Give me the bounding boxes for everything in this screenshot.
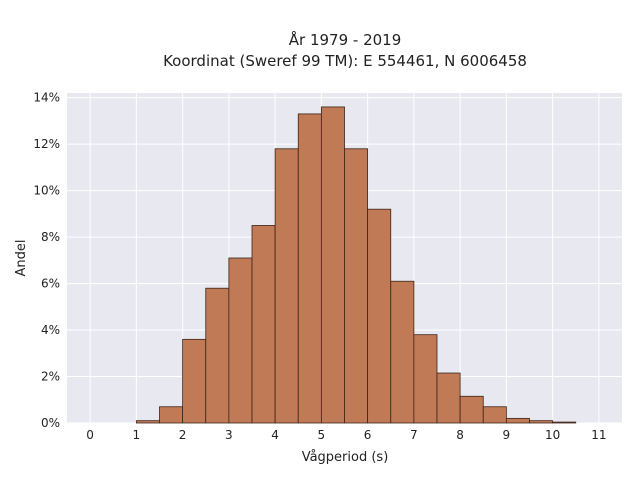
y-tick-label: 8%: [41, 230, 60, 244]
y-tick-label: 4%: [41, 323, 60, 337]
histogram-bar: [297, 113, 322, 424]
x-tick-labels: 0 1 2 3 4 5 6 7 8 9 10 11: [86, 428, 606, 442]
histogram-bar: [482, 406, 507, 424]
x-tick-label: 10: [545, 428, 560, 442]
x-tick-label: 1: [133, 428, 141, 442]
histogram-bar: [228, 257, 253, 424]
chart-title: År 1979 - 2019: [289, 30, 402, 49]
y-axis-label: Andel: [14, 240, 29, 277]
x-tick-label: 9: [503, 428, 511, 442]
histogram-bar: [367, 208, 392, 424]
y-tick-labels: 0% 2% 4% 6% 8% 10% 12% 14%: [33, 91, 60, 430]
x-tick-label: 6: [364, 428, 372, 442]
histogram-bar: [344, 148, 369, 424]
histogram-bar: [182, 338, 207, 424]
histogram-bar: [274, 148, 299, 424]
bars-layer: [135, 106, 577, 424]
histogram-bar: [529, 420, 554, 424]
histogram-bar: [413, 334, 438, 424]
y-tick-label: 6%: [41, 277, 60, 291]
histogram-bar: [205, 287, 230, 424]
histogram-bar: [459, 395, 484, 424]
histogram-bar: [505, 417, 530, 424]
x-tick-label: 8: [456, 428, 464, 442]
histogram-bar: [159, 406, 184, 424]
x-tick-label: 0: [86, 428, 94, 442]
y-tick-label: 10%: [33, 184, 60, 198]
y-tick-label: 12%: [33, 137, 60, 151]
y-tick-label: 0%: [41, 416, 60, 430]
histogram-bar: [552, 421, 577, 424]
x-tick-label: 3: [225, 428, 233, 442]
x-tick-label: 7: [410, 428, 418, 442]
x-tick-label: 11: [591, 428, 606, 442]
x-tick-label: 4: [271, 428, 279, 442]
chart-subtitle: Koordinat (Sweref 99 TM): E 554461, N 60…: [163, 52, 527, 70]
x-axis-label: Vågperiod (s): [302, 450, 389, 465]
y-tick-label: 14%: [33, 91, 60, 105]
x-tick-label: 5: [318, 428, 326, 442]
histogram-bar: [320, 106, 345, 424]
histogram-bar: [135, 420, 160, 424]
x-tick-label: 2: [179, 428, 187, 442]
histogram-bar: [436, 372, 461, 424]
histogram-bar: [251, 225, 276, 424]
y-tick-label: 2%: [41, 370, 60, 384]
histogram-bar: [390, 280, 415, 424]
